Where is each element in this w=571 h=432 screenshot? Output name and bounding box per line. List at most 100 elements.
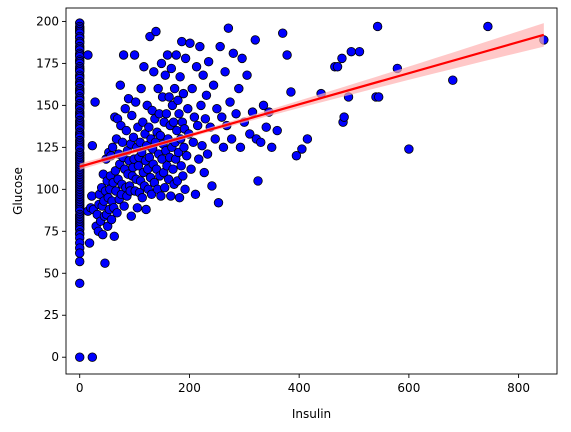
data-point bbox=[177, 36, 187, 47]
data-point bbox=[237, 53, 247, 64]
y-tick-label: 50 bbox=[44, 266, 59, 280]
y-tick-label: 75 bbox=[44, 224, 59, 238]
data-point bbox=[151, 26, 161, 37]
data-point bbox=[250, 35, 260, 45]
data-point bbox=[118, 50, 129, 60]
data-point bbox=[191, 62, 202, 72]
x-tick-label: 200 bbox=[178, 381, 201, 395]
data-point bbox=[217, 112, 227, 122]
data-point bbox=[202, 149, 213, 159]
data-point bbox=[194, 154, 204, 164]
data-point bbox=[291, 151, 302, 161]
y-axis: 0 25 50 75 100 125 150 175 200 bbox=[36, 14, 66, 364]
x-tick-label: 600 bbox=[397, 381, 420, 395]
data-point bbox=[231, 109, 241, 119]
data-point bbox=[129, 50, 140, 60]
data-point bbox=[245, 129, 255, 139]
data-point bbox=[138, 117, 148, 127]
data-point bbox=[176, 161, 186, 171]
data-point bbox=[136, 83, 146, 94]
data-point bbox=[210, 134, 220, 144]
data-point bbox=[84, 238, 95, 248]
data-point bbox=[187, 83, 197, 94]
data-point bbox=[253, 176, 263, 186]
data-point bbox=[235, 142, 246, 153]
data-point bbox=[198, 70, 208, 80]
x-tick-label: 800 bbox=[507, 381, 530, 395]
data-point bbox=[106, 214, 117, 225]
data-point bbox=[179, 142, 189, 153]
x-tick-label: 0 bbox=[76, 381, 84, 395]
data-point bbox=[220, 67, 230, 77]
data-point bbox=[130, 97, 141, 107]
x-axis-title: Insulin bbox=[292, 407, 331, 421]
data-point bbox=[168, 117, 179, 127]
data-point bbox=[272, 125, 282, 136]
data-point bbox=[75, 352, 85, 362]
data-point bbox=[185, 38, 195, 48]
data-point bbox=[374, 92, 384, 102]
data-point bbox=[278, 28, 288, 38]
data-point bbox=[175, 72, 185, 82]
data-point bbox=[332, 62, 343, 72]
data-point bbox=[156, 191, 166, 201]
data-point bbox=[155, 130, 166, 141]
data-point bbox=[201, 90, 212, 101]
data-point bbox=[178, 171, 188, 181]
data-point bbox=[160, 70, 171, 80]
data-point bbox=[161, 109, 172, 119]
y-tick-label: 25 bbox=[44, 308, 59, 322]
data-point bbox=[267, 142, 277, 153]
data-point bbox=[109, 231, 119, 242]
data-point bbox=[87, 140, 98, 151]
data-point bbox=[448, 75, 458, 85]
data-point bbox=[87, 191, 97, 201]
data-point bbox=[197, 140, 207, 151]
data-point bbox=[192, 120, 203, 131]
data-point bbox=[337, 53, 347, 64]
data-point bbox=[128, 132, 139, 142]
data-point bbox=[286, 87, 296, 97]
data-point bbox=[127, 110, 137, 121]
data-point bbox=[100, 258, 110, 268]
data-point bbox=[156, 58, 167, 69]
data-point bbox=[110, 166, 121, 176]
data-point bbox=[121, 125, 132, 136]
data-point bbox=[139, 62, 149, 72]
y-tick-label: 200 bbox=[36, 14, 59, 28]
data-point bbox=[173, 95, 183, 106]
data-point bbox=[75, 278, 85, 289]
data-point bbox=[208, 80, 219, 90]
data-point bbox=[115, 80, 126, 90]
y-tick-label: 175 bbox=[36, 56, 59, 70]
y-tick-label: 0 bbox=[51, 350, 59, 364]
data-point bbox=[126, 211, 136, 221]
data-point bbox=[90, 97, 100, 107]
y-tick-label: 100 bbox=[36, 182, 59, 196]
data-point bbox=[195, 41, 205, 52]
data-point bbox=[186, 164, 196, 174]
data-point bbox=[203, 57, 214, 67]
data-point bbox=[153, 83, 163, 94]
data-point bbox=[98, 229, 108, 240]
data-point bbox=[189, 112, 200, 122]
data-point bbox=[223, 23, 234, 33]
data-point bbox=[75, 248, 85, 258]
data-point bbox=[218, 142, 229, 153]
y-axis-title: Glucose bbox=[11, 167, 25, 215]
data-point bbox=[144, 122, 154, 132]
data-point bbox=[149, 67, 159, 77]
y-tick-label: 125 bbox=[36, 140, 59, 154]
data-point bbox=[404, 144, 414, 154]
data-point bbox=[166, 191, 176, 201]
data-point bbox=[180, 184, 190, 195]
data-point bbox=[483, 21, 493, 32]
plot-area bbox=[75, 18, 549, 362]
axes-frame bbox=[65, 7, 558, 375]
data-point bbox=[169, 83, 180, 94]
data-point bbox=[141, 204, 151, 215]
x-tick-label: 400 bbox=[288, 381, 311, 395]
data-point bbox=[226, 134, 237, 144]
data-point bbox=[171, 50, 181, 60]
data-point bbox=[212, 104, 222, 114]
